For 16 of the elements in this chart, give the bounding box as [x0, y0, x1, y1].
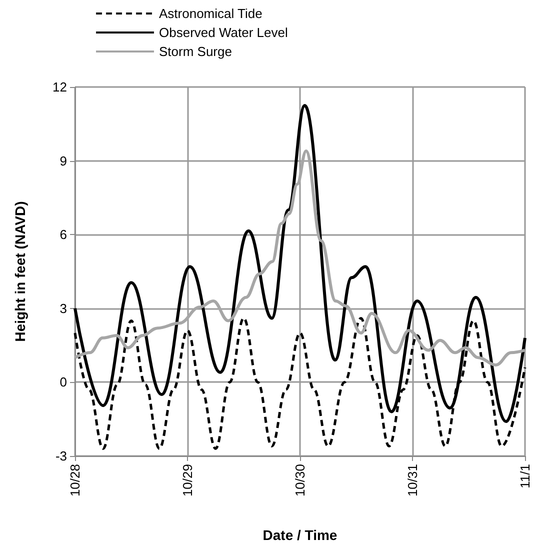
legend-label: Observed Water Level: [159, 25, 288, 40]
y-tick-label: 12: [52, 80, 67, 94]
y-axis-title: Height in feet (NAVD): [12, 201, 28, 342]
legend-label: Astronomical Tide: [159, 6, 262, 21]
x-axis-title: Date / Time: [262, 527, 338, 543]
x-tick-label: 10/29: [180, 464, 195, 497]
y-tick-label: -3: [55, 448, 67, 464]
y-tick-label: 0: [60, 374, 67, 390]
x-tick-label: 11/1: [518, 464, 532, 488]
x-tick-label: 10/28: [68, 464, 82, 497]
x-tick-label: 10/31: [405, 464, 420, 497]
y-tick-label: 3: [60, 300, 67, 316]
legend-label: Storm Surge: [159, 44, 232, 59]
y-tick-label: 9: [60, 153, 67, 168]
y-tick-label: 6: [60, 227, 67, 242]
x-tick-label: 10/30: [292, 464, 308, 497]
